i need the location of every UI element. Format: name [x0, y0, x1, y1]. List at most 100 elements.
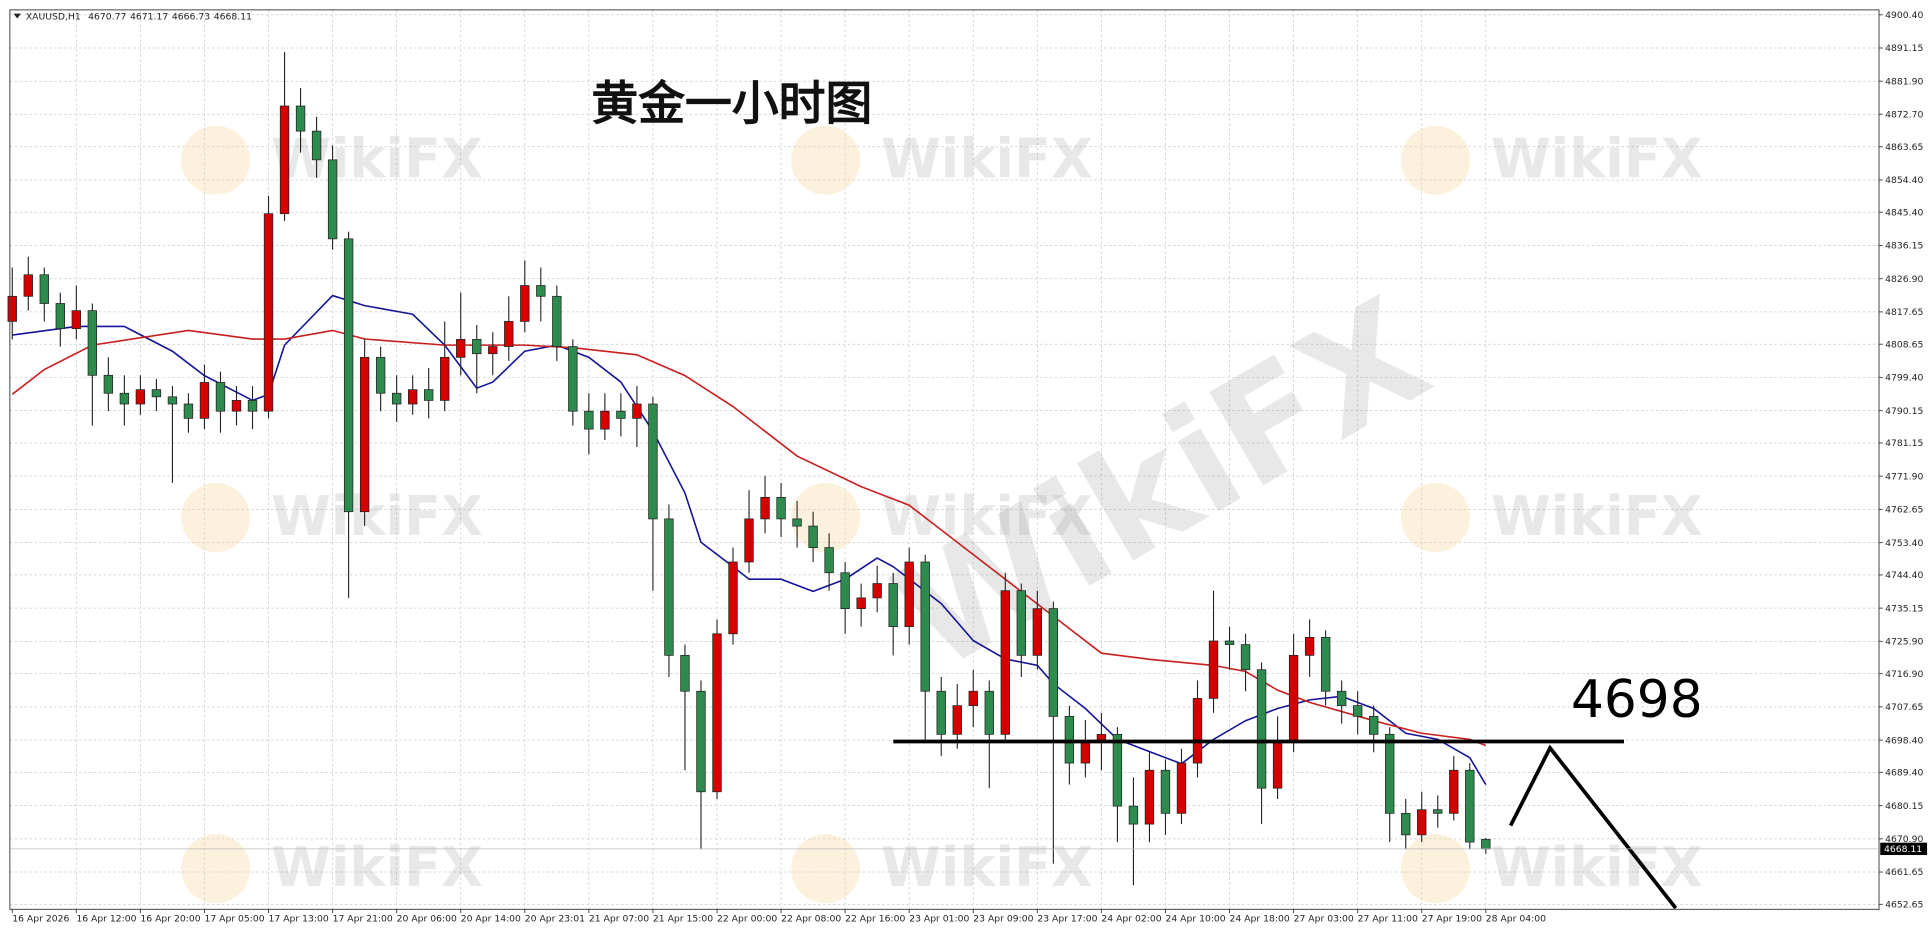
- candle-body: [1112, 733, 1123, 807]
- candle-body: [776, 496, 786, 520]
- grid: [9, 9, 1880, 910]
- candle-body: [632, 403, 642, 419]
- candle-body: [1144, 769, 1155, 825]
- x-tick-label: 24 Apr 18:00: [1230, 914, 1290, 925]
- candle-body: [872, 583, 882, 599]
- candle-body: [888, 583, 898, 627]
- candle-body: [119, 392, 130, 405]
- watermark-logo: [1400, 834, 1470, 904]
- y-tick-label: 4845.40: [1885, 207, 1923, 218]
- candle-body: [1016, 590, 1027, 656]
- candle-body: [7, 295, 17, 322]
- y-tick-label: 4836.15: [1885, 241, 1923, 252]
- y-tick-label: 4863.65: [1885, 142, 1923, 153]
- candle-body: [552, 295, 562, 347]
- candle-body: [600, 410, 610, 430]
- x-tick-label: 27 Apr 03:00: [1294, 914, 1354, 925]
- x-tick-label: 20 Apr 14:00: [461, 914, 521, 925]
- candle-body: [135, 389, 146, 405]
- candle-body: [279, 105, 290, 215]
- candle-body: [824, 547, 834, 574]
- candle-body: [744, 518, 754, 563]
- y-tick-label: 4744.40: [1885, 570, 1923, 581]
- forecast-arrow: [1508, 744, 1678, 910]
- plot: [7, 52, 1491, 886]
- candle-body: [1320, 637, 1331, 692]
- annotations: 4698: [893, 670, 1703, 910]
- candle-body: [680, 654, 690, 692]
- candle-body: [1256, 669, 1267, 789]
- candle-body: [1208, 640, 1219, 699]
- candle-body: [1417, 809, 1427, 836]
- candle-body: [247, 400, 258, 412]
- y-tick-label: 4716.90: [1885, 669, 1923, 680]
- candle-body: [424, 389, 434, 401]
- candle-body: [920, 561, 930, 692]
- candle-body: [327, 159, 338, 240]
- y-tick-label: 4900.40: [1885, 10, 1923, 21]
- x-tick-label: 21 Apr 15:00: [653, 914, 713, 925]
- y-tick-label: 4799.40: [1885, 373, 1923, 384]
- y-tick-label: 4661.65: [1885, 867, 1923, 878]
- y-tick-label: 4891.15: [1885, 43, 1923, 54]
- watermark: WikiFX: [1491, 836, 1703, 899]
- plot-frame: [9, 9, 1880, 910]
- candle-body: [568, 346, 578, 412]
- header-value: 4670.77: [88, 12, 126, 23]
- candle-body: [808, 525, 818, 548]
- candle-body: [856, 597, 866, 610]
- candle-body: [840, 572, 850, 610]
- candle-body: [39, 274, 49, 304]
- candle-body: [696, 690, 706, 793]
- candle-body: [1272, 741, 1283, 789]
- candle-body: [1336, 690, 1347, 706]
- candle-body: [792, 518, 802, 527]
- candle-body: [664, 518, 674, 656]
- x-tick-label: 20 Apr 23:01: [525, 914, 585, 925]
- candle-body: [456, 339, 466, 358]
- y-tick-label: 4753.40: [1885, 538, 1923, 549]
- x-tick-label: 23 Apr 09:00: [973, 914, 1033, 925]
- x-tick-label: 22 Apr 08:00: [781, 914, 841, 925]
- watermark: WikiFX: [1491, 485, 1703, 548]
- candle-body: [952, 705, 962, 735]
- candle-body: [1176, 762, 1187, 814]
- x-tick-label: 28 Apr 04:00: [1486, 914, 1546, 925]
- candle-body: [1000, 590, 1010, 735]
- y-tick-label: 4817.65: [1885, 307, 1923, 318]
- watermark-logo: [791, 125, 861, 195]
- candle-body: [616, 410, 626, 419]
- candle-body: [1369, 716, 1379, 735]
- candle-body: [151, 389, 162, 398]
- y-tick-label: 4735.15: [1885, 603, 1923, 614]
- candle-body: [343, 238, 354, 513]
- candle-body: [215, 382, 226, 412]
- candle-body: [167, 396, 178, 405]
- candle-body: [1401, 812, 1411, 836]
- candle-body: [1128, 805, 1139, 825]
- chart-title: 黄金一小时图: [591, 78, 872, 132]
- candle-body: [1160, 769, 1171, 814]
- candle-body: [1288, 654, 1299, 742]
- candle-body: [1465, 769, 1475, 843]
- candle-body: [391, 392, 402, 405]
- x-tick-label: 16 Apr 2026: [12, 914, 69, 925]
- candle-body: [375, 356, 386, 394]
- candle-body: [311, 130, 322, 161]
- watermark: WikiFX: [881, 836, 1093, 899]
- watermark-logo: [791, 483, 861, 553]
- x-tick-label: 16 Apr 20:00: [140, 914, 200, 925]
- watermark: WikiFX: [881, 127, 1093, 190]
- watermark: WikiFX: [271, 485, 483, 548]
- candle-body: [199, 382, 210, 419]
- x-tick-label: 16 Apr 12:00: [76, 914, 136, 925]
- watermark-logo: [181, 483, 251, 553]
- price-tag-label: 4668.11: [1884, 844, 1922, 855]
- candle-body: [1433, 809, 1443, 814]
- x-tick-label: 22 Apr 00:00: [717, 914, 777, 925]
- price-tag: [1880, 842, 1928, 855]
- candle-body: [728, 561, 738, 635]
